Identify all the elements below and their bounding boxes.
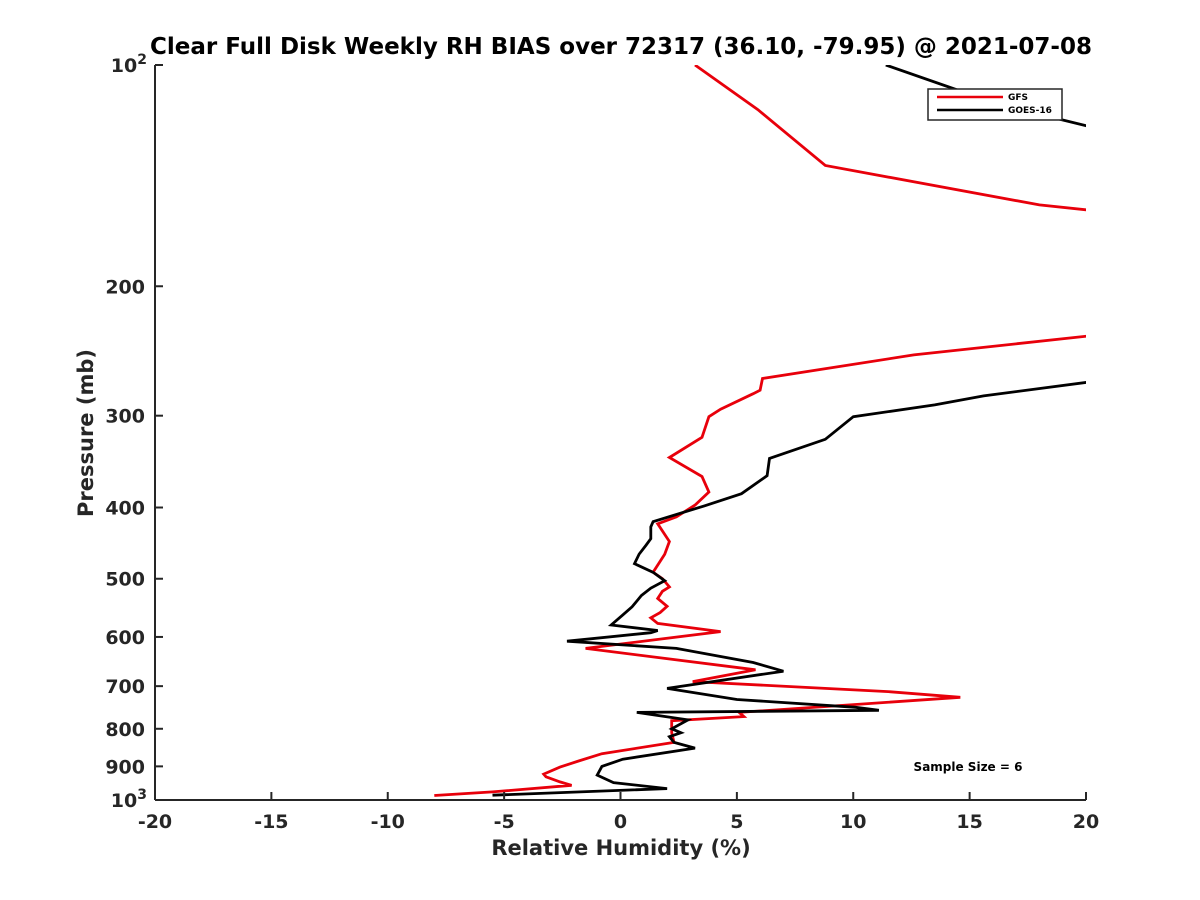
x-tick-label: -10 (371, 811, 405, 833)
x-tick-label: 0 (614, 811, 627, 833)
series-line-goes-16 (492, 65, 1086, 797)
x-tick-label: -15 (254, 811, 288, 833)
y-tick-label: 800 (105, 719, 145, 741)
x-tick-label: 5 (730, 811, 743, 833)
y-tick-label: 102 (111, 52, 147, 77)
series-line-gfs (434, 65, 1086, 797)
x-tick-label: 20 (1073, 811, 1099, 833)
x-axis-label: Relative Humidity (%) (491, 836, 750, 860)
y-tick-label: 900 (105, 756, 145, 778)
ticks-layer: -20 -15 -10 -5 0 5 10 15 20 102 200 300 400 500 600 700… (105, 52, 1099, 833)
legend-box (927, 88, 1063, 121)
x-tick-label: -20 (138, 811, 172, 833)
y-tick-label: 600 (105, 627, 145, 649)
chart-title: Clear Full Disk Weekly RH BIAS over 7231… (150, 34, 1092, 60)
y-tick-label: 700 (105, 676, 145, 698)
y-tick-label: 200 (105, 276, 145, 298)
y-tick-label: 300 (105, 406, 145, 428)
x-tick-label: 15 (956, 811, 982, 833)
y-tick-label: 400 (105, 498, 145, 520)
x-tick-label: -5 (494, 811, 515, 833)
x-tick-label: 10 (840, 811, 866, 833)
y-axis-label: Pressure (mb) (74, 349, 98, 517)
legend-label-goes-16: GOES-16 (1008, 106, 1052, 116)
legend: GFS GOES-16 (927, 88, 1063, 121)
legend-label-gfs: GFS (1008, 93, 1028, 103)
y-tick-label: 103 (111, 787, 147, 812)
axes (154, 65, 1086, 801)
sample-size-annotation: Sample Size = 6 (914, 760, 1023, 774)
y-tick-label: 500 (105, 569, 145, 591)
series-layer (434, 65, 1086, 797)
